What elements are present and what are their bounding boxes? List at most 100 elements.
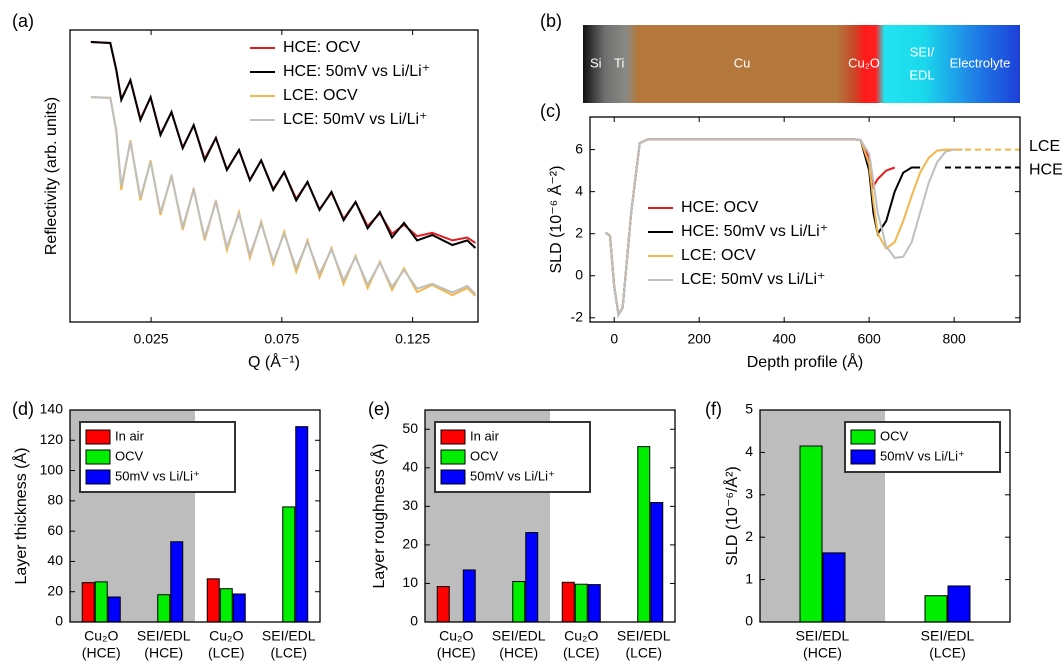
x-tick-label: 0.125	[395, 331, 430, 347]
bar	[232, 593, 246, 623]
legend-label: OCV	[115, 448, 144, 463]
legend-label: 50mV vs Li/Li⁺	[470, 468, 555, 483]
legend-label: LCE: OCV	[283, 87, 358, 104]
legend-label: LCE: OCV	[681, 247, 756, 264]
legend: In air OCV 50mV vs Li/Li⁺	[79, 421, 236, 493]
y-tick-label: 20	[402, 536, 418, 552]
x-tick-label: (HCE)	[803, 645, 842, 661]
bar	[462, 569, 476, 623]
x-tick-label: (LCE)	[563, 645, 600, 661]
panel-label: (d)	[12, 399, 34, 419]
bar	[81, 582, 95, 623]
bar	[947, 585, 971, 623]
y-tick-label: 40	[47, 552, 63, 568]
x-tick-label: Cu₂O	[84, 628, 118, 644]
legend-label: LCE: 50mV vs Li/Li⁺	[681, 271, 826, 288]
x-tick-label: SEI/EDL	[262, 628, 316, 644]
bar	[107, 596, 121, 623]
bar	[637, 446, 651, 623]
y-axis-title: Layer thickness (Å)	[11, 448, 30, 585]
bar	[295, 426, 309, 623]
y-tick-label: 0	[745, 613, 753, 629]
x-tick-label: (HCE)	[82, 645, 121, 661]
panel-label: (f)	[705, 399, 722, 419]
y-tick-label: 2	[575, 224, 583, 240]
series-line	[605, 138, 963, 318]
bar	[219, 588, 233, 623]
legend-swatch	[85, 469, 111, 485]
x-tick-label: (HCE)	[144, 645, 183, 661]
layer-stack: (b) Si Ti Cu Cu₂O SEI/ EDL Electrolyte	[540, 11, 1020, 103]
x-tick-label: 0.025	[134, 331, 169, 347]
bar	[587, 584, 601, 623]
y-tick-label: 6	[575, 140, 583, 156]
y-tick-label: -2	[571, 308, 584, 324]
legend: HCE: OCV HCE: 50mV vs Li/Li⁺ LCE: OCV LCE: …	[648, 199, 828, 288]
bar	[525, 532, 539, 623]
y-axis-title: Reflectivity (arb. units)	[43, 97, 60, 255]
series-line	[90, 41, 477, 249]
y-tick-label: 0	[575, 266, 583, 282]
bar	[157, 594, 171, 623]
bar	[94, 581, 108, 623]
y-tick-label: 40	[402, 459, 418, 475]
x-tick-label: Cu₂O	[209, 628, 243, 644]
annotation-label: HCE	[1029, 162, 1063, 179]
layer-label: SEI/	[910, 44, 935, 59]
bar	[170, 541, 184, 623]
layer-label: Si	[590, 55, 602, 70]
x-tick-label: (HCE)	[437, 645, 476, 661]
legend: OCV 50mV vs Li/Li⁺	[844, 421, 1001, 473]
bar	[282, 506, 296, 623]
bar	[650, 502, 664, 623]
legend-label: LCE: 50mV vs Li/Li⁺	[283, 111, 428, 128]
x-tick-label: (LCE)	[208, 645, 245, 661]
x-tick-label: (LCE)	[270, 645, 307, 661]
y-tick-label: 0	[55, 613, 63, 629]
legend-swatch	[440, 429, 466, 445]
y-tick-label: 60	[47, 522, 63, 538]
series-line	[90, 96, 477, 295]
legend-label: HCE: 50mV vs Li/Li⁺	[681, 223, 828, 240]
x-axis-title: Depth profile (Å)	[747, 352, 864, 371]
plot-frame	[589, 116, 1021, 323]
legend: In air OCV 50mV vs Li/Li⁺	[434, 421, 591, 493]
legend-label: In air	[470, 428, 500, 443]
x-tick-label: 0	[610, 331, 618, 347]
x-tick-label: SEI/EDL	[617, 628, 671, 644]
bar	[822, 552, 846, 623]
legend-label: In air	[115, 428, 145, 443]
x-tick-label: SEI/EDL	[796, 628, 850, 644]
panel-label: (b)	[540, 11, 562, 31]
legend-label: HCE: 50mV vs Li/Li⁺	[283, 63, 430, 80]
legend-swatch	[850, 449, 876, 465]
x-tick-label: 400	[773, 331, 797, 347]
x-tick-label: 600	[857, 331, 881, 347]
y-tick-label: 10	[402, 574, 418, 590]
x-tick-label: SEI/EDL	[137, 628, 191, 644]
x-tick-label: (LCE)	[929, 645, 966, 661]
bar	[561, 581, 575, 623]
panel-label: (c)	[540, 101, 561, 121]
legend-label: 50mV vs Li/Li⁺	[115, 468, 200, 483]
x-axis-title: Q (Å⁻¹)	[248, 352, 300, 371]
legend-swatch	[85, 429, 111, 445]
layer-label: Cu₂O	[848, 55, 880, 70]
plot-frame	[424, 409, 676, 623]
y-tick-label: 80	[47, 492, 63, 508]
plot-frame	[759, 409, 1011, 623]
plot-frame	[69, 409, 321, 623]
annotation-label: LCE	[1029, 138, 1060, 155]
legend-label: OCV	[880, 428, 909, 443]
y-tick-label: 4	[745, 443, 753, 459]
y-tick-label: 5	[745, 401, 753, 417]
layer-label: Electrolyte	[950, 55, 1011, 70]
bar	[206, 578, 220, 623]
x-tick-label: SEI/EDL	[921, 628, 975, 644]
layer-label: EDL	[909, 67, 934, 82]
y-tick-label: 1	[745, 570, 753, 586]
x-tick-label: (LCE)	[625, 645, 662, 661]
legend-swatch	[440, 449, 466, 465]
bar	[574, 583, 588, 623]
bar	[436, 586, 450, 623]
